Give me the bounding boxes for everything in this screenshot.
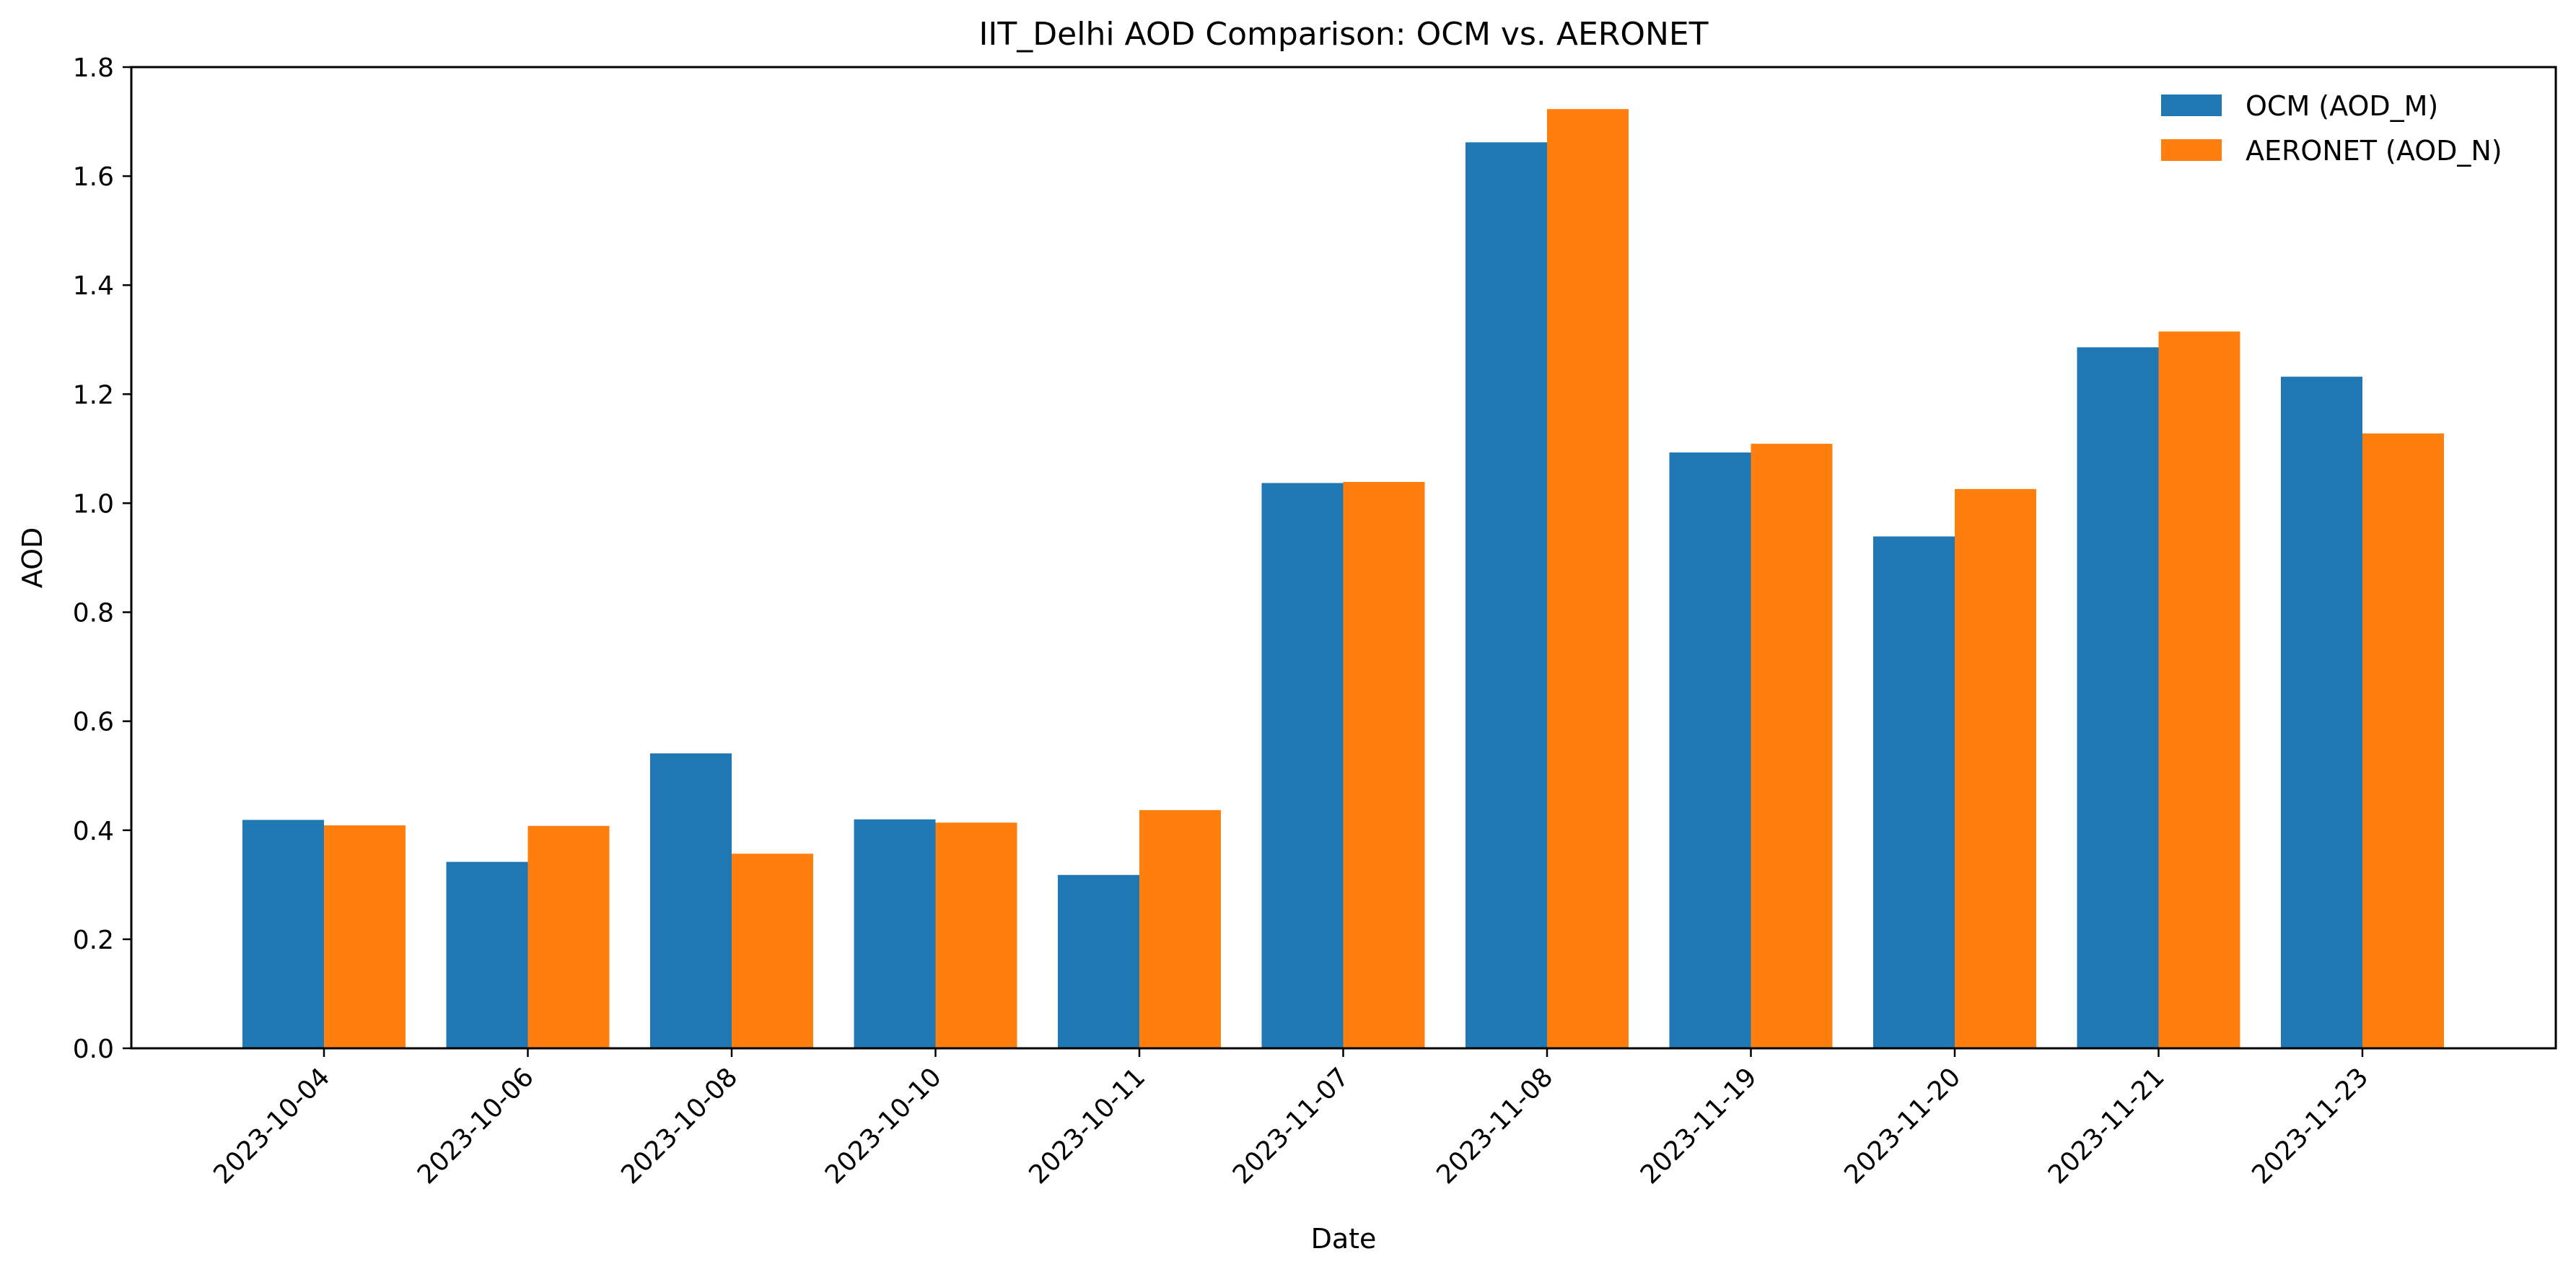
y-axis-label: AOD [17, 527, 48, 589]
y-tick-label: 0.8 [73, 599, 114, 628]
y-tick-label: 0.6 [73, 708, 114, 737]
bar-aeronet-2023-11-23 [2362, 433, 2444, 1048]
bar-aeronet-2023-10-06 [527, 825, 610, 1048]
bar-ocm-2023-11-19 [1669, 452, 1751, 1048]
bar-ocm-2023-10-11 [1058, 874, 1139, 1048]
legend-label-ocm: OCM (AOD_M) [2246, 90, 2438, 122]
bars-layer [242, 109, 2444, 1049]
bar-ocm-2023-11-20 [1873, 536, 1955, 1048]
y-tick-label: 0.2 [73, 926, 114, 955]
plot-frame [130, 66, 2557, 1050]
bar-aeronet-2023-11-08 [1547, 109, 1629, 1049]
bar-ocm-2023-10-08 [650, 753, 732, 1048]
legend-swatch-ocm [2161, 95, 2222, 116]
bar-aeronet-2023-10-08 [732, 853, 813, 1048]
legend-label-aeronet: AERONET (AOD_N) [2246, 135, 2502, 167]
y-tick-label: 0.4 [73, 817, 114, 846]
y-axis: 0.0 0.2 0.4 0.6 0.8 1.0 1.2 1.4 1.6 1.8 [73, 53, 131, 1064]
y-tick-label: 1.4 [73, 271, 114, 301]
y-tick-label: 1.8 [73, 53, 114, 83]
bar-ocm-2023-11-08 [1466, 142, 1547, 1049]
bar-aeronet-2023-10-11 [1139, 809, 1221, 1048]
bar-aeronet-2023-11-07 [1343, 481, 1425, 1048]
bar-ocm-2023-11-07 [1261, 483, 1344, 1048]
bar-ocm-2023-11-21 [2077, 347, 2159, 1048]
y-tick-label: 1.0 [73, 489, 114, 519]
y-tick-label: 0.0 [73, 1035, 114, 1064]
bar-ocm-2023-10-04 [242, 820, 324, 1048]
bar-ocm-2023-10-10 [854, 819, 936, 1048]
bar-aeronet-2023-11-21 [2158, 331, 2240, 1048]
legend: OCM (AOD_M) AERONET (AOD_N) [2161, 90, 2502, 167]
chart-title: IIT_Delhi AOD Comparison: OCM vs. AERONE… [978, 16, 1708, 53]
bar-aeronet-2023-11-19 [1751, 444, 1833, 1048]
bar-ocm-2023-10-06 [446, 861, 528, 1048]
bar-aeronet-2023-11-20 [1955, 488, 2036, 1048]
y-tick-label: 1.6 [73, 162, 114, 192]
bar-ocm-2023-11-23 [2281, 377, 2362, 1048]
x-axis-label: Date [1311, 1223, 1377, 1255]
bar-aeronet-2023-10-10 [935, 822, 1017, 1048]
y-tick-label: 1.2 [73, 380, 114, 410]
bar-aeronet-2023-10-04 [324, 825, 406, 1048]
legend-swatch-aeronet [2161, 139, 2222, 161]
